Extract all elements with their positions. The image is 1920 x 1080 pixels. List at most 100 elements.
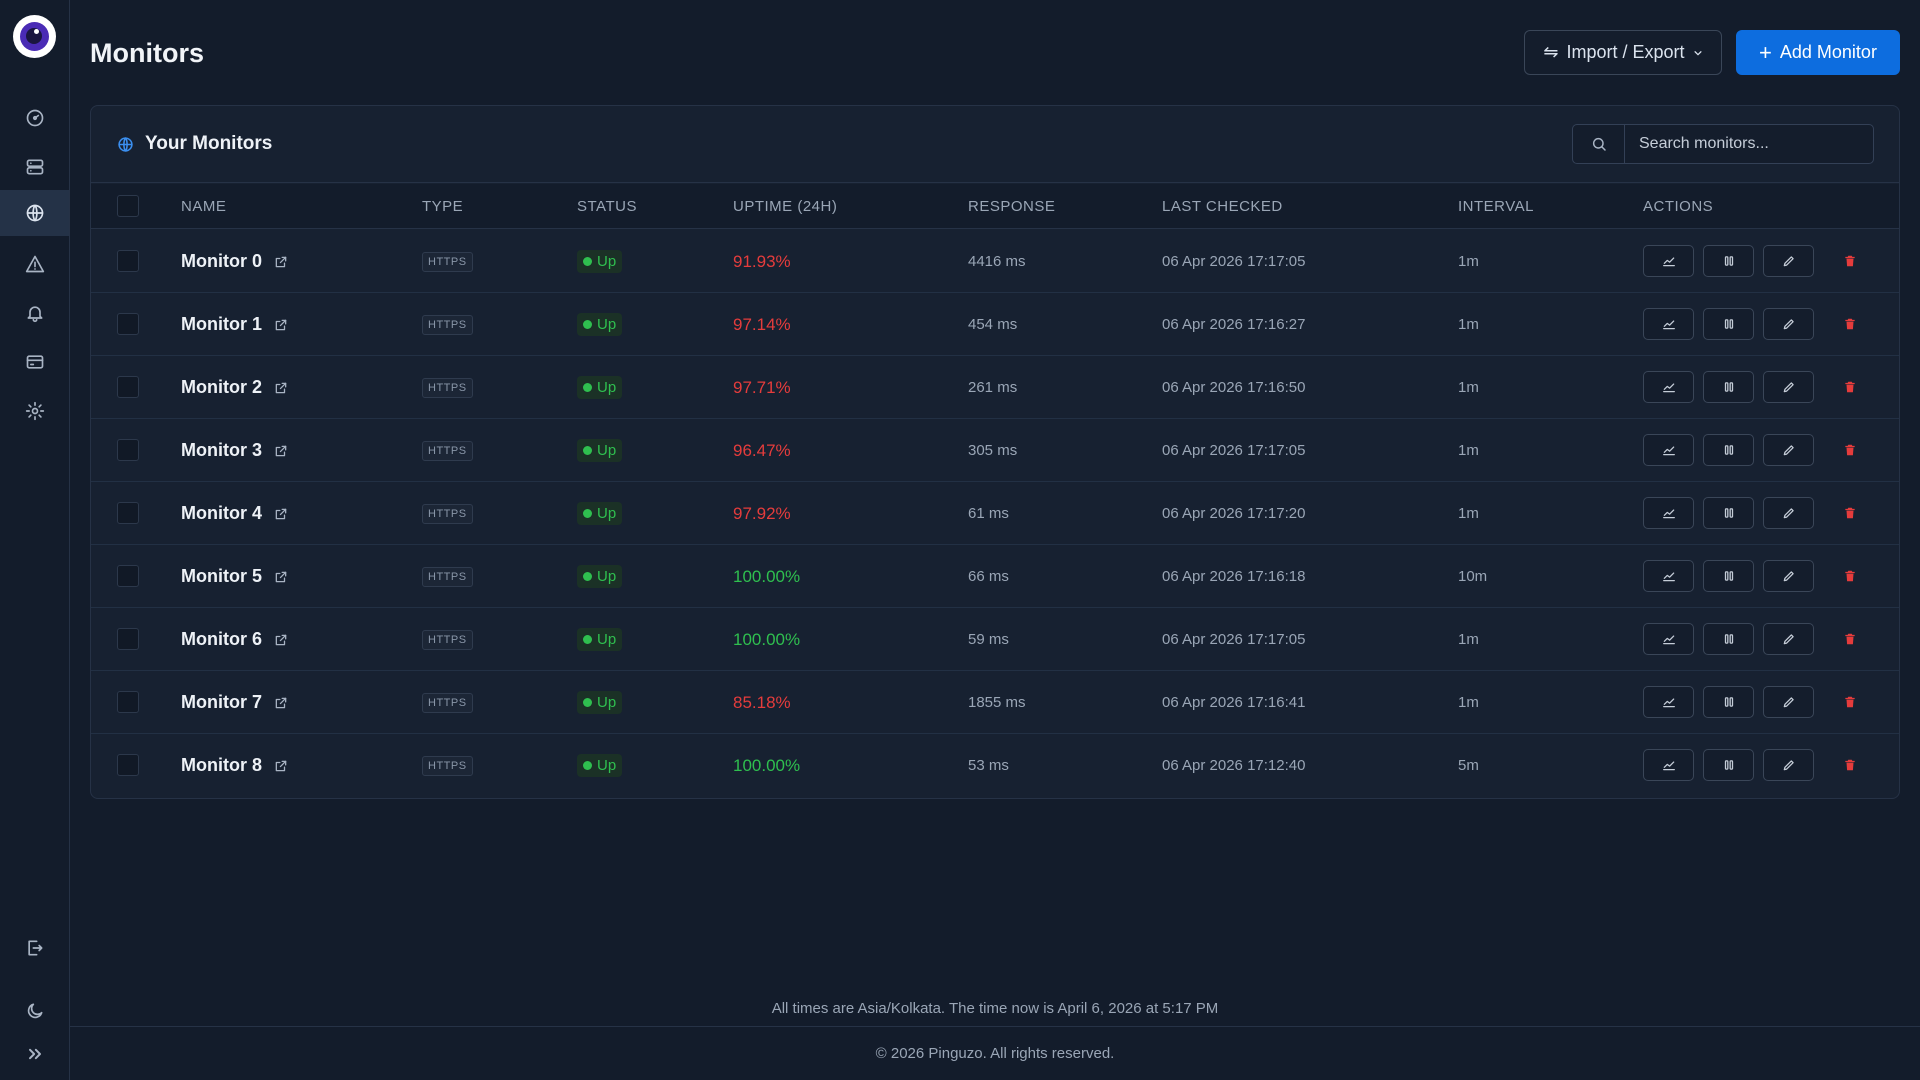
theme-toggle[interactable] [0,988,69,1034]
stats-button[interactable] [1643,560,1694,592]
table-row[interactable]: Monitor 6 HTTPS Up 100.00% 59 ms 06 Apr … [91,608,1899,671]
column-header-response[interactable]: RESPONSE [968,198,1056,215]
delete-button[interactable] [1841,441,1859,459]
table-row[interactable]: Monitor 3 HTTPS Up 96.47% 305 ms 06 Apr … [91,419,1899,482]
column-header-interval[interactable]: INTERVAL [1458,198,1534,215]
delete-button[interactable] [1841,252,1859,270]
import-export-button[interactable]: ⇋ Import / Export [1524,30,1722,75]
pause-button[interactable] [1703,623,1754,655]
table-row[interactable]: Monitor 1 HTTPS Up 97.14% 454 ms 06 Apr … [91,293,1899,356]
external-link-icon[interactable] [274,318,288,332]
stats-button[interactable] [1643,686,1694,718]
search-input[interactable] [1625,125,1873,163]
edit-button[interactable] [1763,686,1814,718]
pause-button[interactable] [1703,497,1754,529]
table-row[interactable]: Monitor 7 HTTPS Up 85.18% 1855 ms 06 Apr… [91,671,1899,734]
row-checkbox[interactable] [117,691,139,713]
sidebar-expand-button[interactable] [0,1031,69,1077]
edit-button[interactable] [1763,245,1814,277]
edit-button[interactable] [1763,371,1814,403]
row-checkbox[interactable] [117,439,139,461]
column-header-uptime[interactable]: UPTIME (24H) [733,198,838,215]
pause-button[interactable] [1703,308,1754,340]
monitor-name[interactable]: Monitor 3 [181,440,262,460]
edit-button[interactable] [1763,434,1814,466]
last-checked-value: 06 Apr 2026 17:16:41 [1162,694,1306,711]
sidebar-item-notifications[interactable] [0,290,69,336]
external-link-icon[interactable] [274,381,288,395]
external-link-icon[interactable] [274,570,288,584]
delete-button[interactable] [1841,630,1859,648]
table-row[interactable]: Monitor 5 HTTPS Up 100.00% 66 ms 06 Apr … [91,545,1899,608]
edit-button[interactable] [1763,308,1814,340]
stats-button[interactable] [1643,497,1694,529]
pause-button[interactable] [1703,371,1754,403]
edit-button[interactable] [1763,623,1814,655]
delete-button[interactable] [1841,315,1859,333]
stats-button[interactable] [1643,623,1694,655]
external-link-icon[interactable] [274,696,288,710]
monitor-name[interactable]: Monitor 4 [181,503,262,523]
pause-button[interactable] [1703,749,1754,781]
pause-button[interactable] [1703,686,1754,718]
edit-button[interactable] [1763,749,1814,781]
sidebar-item-logout[interactable] [0,925,69,971]
external-link-icon[interactable] [274,444,288,458]
table-row[interactable]: Monitor 8 HTTPS Up 100.00% 53 ms 06 Apr … [91,734,1899,797]
select-all-checkbox[interactable] [117,195,139,217]
response-value: 61 ms [968,505,1009,522]
monitor-name[interactable]: Monitor 7 [181,692,262,712]
monitor-name[interactable]: Monitor 5 [181,566,262,586]
monitor-name[interactable]: Monitor 2 [181,377,262,397]
table-row[interactable]: Monitor 0 HTTPS Up 91.93% 4416 ms 06 Apr… [91,230,1899,293]
column-header-status[interactable]: STATUS [577,198,637,215]
pause-button[interactable] [1703,560,1754,592]
external-link-icon[interactable] [274,633,288,647]
row-checkbox[interactable] [117,628,139,650]
delete-button[interactable] [1841,756,1859,774]
sidebar-item-monitors[interactable] [0,190,69,236]
type-badge: HTTPS [422,251,473,272]
table-row[interactable]: Monitor 4 HTTPS Up 97.92% 61 ms 06 Apr 2… [91,482,1899,545]
row-checkbox[interactable] [117,376,139,398]
column-header-last-checked[interactable]: LAST CHECKED [1162,198,1283,215]
interval-value: 1m [1458,694,1479,711]
external-link-icon[interactable] [274,507,288,521]
monitor-name[interactable]: Monitor 6 [181,629,262,649]
row-checkbox[interactable] [117,250,139,272]
row-checkbox[interactable] [117,502,139,524]
stats-button[interactable] [1643,308,1694,340]
sidebar-item-dashboard[interactable] [0,95,69,141]
sidebar-item-billing[interactable] [0,339,69,385]
stats-button[interactable] [1643,434,1694,466]
row-checkbox[interactable] [117,565,139,587]
pause-button[interactable] [1703,434,1754,466]
delete-button[interactable] [1841,504,1859,522]
stats-button[interactable] [1643,371,1694,403]
external-link-icon[interactable] [274,759,288,773]
gauge-icon [26,109,43,127]
stats-button[interactable] [1643,245,1694,277]
pause-icon [1724,382,1733,392]
row-checkbox[interactable] [117,313,139,335]
sidebar-item-incidents[interactable] [0,241,69,287]
row-checkbox[interactable] [117,754,139,776]
add-monitor-button[interactable]: + Add Monitor [1736,30,1900,75]
edit-button[interactable] [1763,497,1814,529]
monitor-name[interactable]: Monitor 0 [181,251,262,271]
sidebar-item-settings[interactable] [0,388,69,434]
delete-button[interactable] [1841,567,1859,585]
column-header-type[interactable]: TYPE [422,198,464,215]
table-row[interactable]: Monitor 2 HTTPS Up 97.71% 261 ms 06 Apr … [91,356,1899,419]
stats-button[interactable] [1643,749,1694,781]
sidebar-item-servers[interactable] [0,144,69,190]
monitor-name[interactable]: Monitor 8 [181,755,262,775]
column-header-name[interactable]: NAME [181,198,227,215]
monitor-name[interactable]: Monitor 1 [181,314,262,334]
edit-button[interactable] [1763,560,1814,592]
delete-button[interactable] [1841,378,1859,396]
delete-button[interactable] [1841,693,1859,711]
app-logo[interactable] [13,15,56,58]
pause-button[interactable] [1703,245,1754,277]
external-link-icon[interactable] [274,255,288,269]
